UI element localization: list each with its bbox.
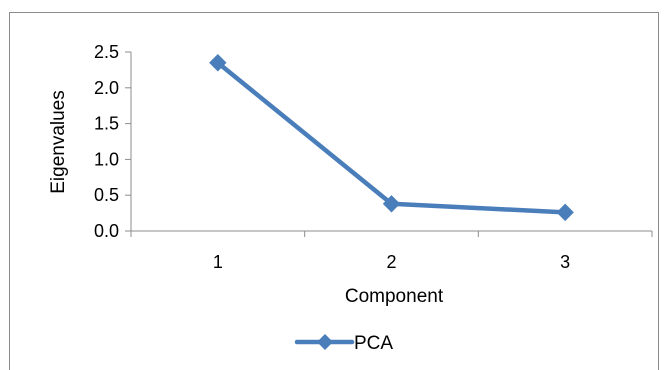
y-tick-label: 1.5 bbox=[94, 114, 119, 134]
y-tick-label: 2.0 bbox=[94, 78, 119, 98]
data-point-marker bbox=[556, 203, 574, 222]
x-tick-label: 3 bbox=[560, 252, 570, 272]
legend: PCA bbox=[294, 333, 393, 354]
x-axis-title: Component bbox=[345, 286, 444, 307]
y-tick-label: 2.5 bbox=[94, 42, 119, 62]
x-axis-ticks: 1 2 3 bbox=[130, 231, 653, 272]
y-tick-label: 0.5 bbox=[94, 185, 119, 205]
data-point-marker bbox=[209, 54, 227, 72]
y-axis-ticks: 0.0 0.5 1.0 1.5 2.0 2.5 bbox=[94, 42, 131, 241]
legend-series-label: PCA bbox=[354, 333, 393, 354]
y-axis-title: Eigenvalues bbox=[48, 90, 69, 194]
y-tick-label: 0.0 bbox=[94, 221, 119, 241]
x-tick-label: 1 bbox=[213, 252, 223, 272]
x-tick-label: 2 bbox=[386, 252, 396, 272]
chart-border bbox=[9, 12, 659, 370]
series-layer bbox=[209, 54, 574, 222]
y-tick-label: 1.0 bbox=[94, 149, 119, 169]
legend-series-marker bbox=[317, 334, 333, 350]
series-line bbox=[215, 60, 568, 215]
data-point-marker bbox=[382, 195, 401, 213]
